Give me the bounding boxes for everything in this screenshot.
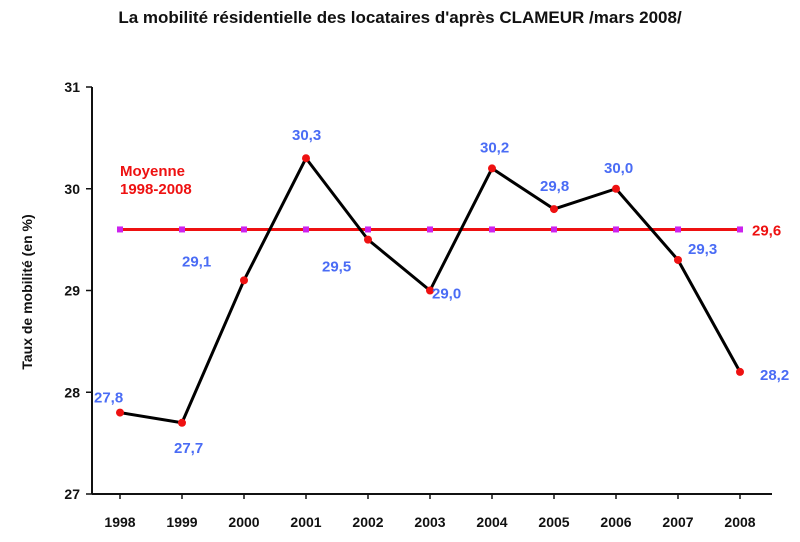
data-label: 29,5 <box>322 259 351 276</box>
x-tick-label: 2008 <box>724 514 755 530</box>
average-marker <box>179 226 185 233</box>
data-point <box>674 255 682 264</box>
average-marker <box>303 226 309 233</box>
average-value-label: 29,6 <box>752 222 781 239</box>
average-label-line1: Moyenne <box>120 163 185 180</box>
average-marker <box>737 226 743 233</box>
mobility-series <box>116 154 744 427</box>
data-point <box>240 276 248 285</box>
x-tick-label: 2003 <box>414 514 445 530</box>
data-point <box>488 164 496 173</box>
data-point <box>302 154 310 163</box>
average-marker <box>427 226 433 233</box>
y-tick-label: 31 <box>64 79 80 95</box>
y-tick-label: 29 <box>64 283 80 299</box>
data-labels: 27,8 27,7 29,1 30,3 29,5 29,0 30,2 29,8 30,0 29,3… <box>94 127 789 457</box>
x-tick-label: 2002 <box>352 514 383 530</box>
x-tick-label: 2007 <box>662 514 693 530</box>
y-axis-label: Taux de mobilité (en %) <box>19 214 35 369</box>
data-label: 27,8 <box>94 390 123 407</box>
data-point <box>426 286 434 295</box>
y-axis-ticks: 27 28 29 30 31 <box>64 79 92 502</box>
data-label: 30,0 <box>604 160 633 177</box>
average-marker <box>489 226 495 233</box>
x-tick-label: 2001 <box>290 514 321 530</box>
average-marker <box>613 226 619 233</box>
y-tick-label: 28 <box>64 384 80 400</box>
data-label: 29,8 <box>540 178 569 195</box>
data-label: 30,2 <box>480 139 509 156</box>
average-label-line2: 1998-2008 <box>120 181 192 198</box>
data-label: 27,7 <box>174 440 203 457</box>
data-point <box>178 418 186 427</box>
average-marker <box>365 226 371 233</box>
x-tick-label: 2006 <box>600 514 631 530</box>
y-tick-label: 27 <box>64 486 80 502</box>
data-label: 28,2 <box>760 367 789 384</box>
average-marker <box>117 226 123 233</box>
chart-title: La mobilité résidentielle des locataires… <box>118 8 682 27</box>
data-label: 29,1 <box>182 253 211 270</box>
average-marker <box>675 226 681 233</box>
data-point <box>364 235 372 244</box>
data-point <box>612 184 620 193</box>
data-label: 30,3 <box>292 127 321 144</box>
x-tick-label: 1998 <box>104 514 135 530</box>
data-point <box>550 205 558 214</box>
x-tick-label: 2004 <box>476 514 507 530</box>
data-label: 29,3 <box>688 241 717 258</box>
average-marker <box>551 226 557 233</box>
average-marker <box>241 226 247 233</box>
x-tick-label: 2005 <box>538 514 569 530</box>
data-point <box>736 367 744 376</box>
x-tick-label: 1999 <box>166 514 197 530</box>
data-label: 29,0 <box>432 286 461 303</box>
data-point <box>116 408 124 417</box>
y-tick-label: 30 <box>64 181 80 197</box>
x-tick-label: 2000 <box>228 514 259 530</box>
x-axis-ticks: 1998 1999 2000 2001 2002 2003 2004 2005 2006 2007… <box>104 494 756 530</box>
